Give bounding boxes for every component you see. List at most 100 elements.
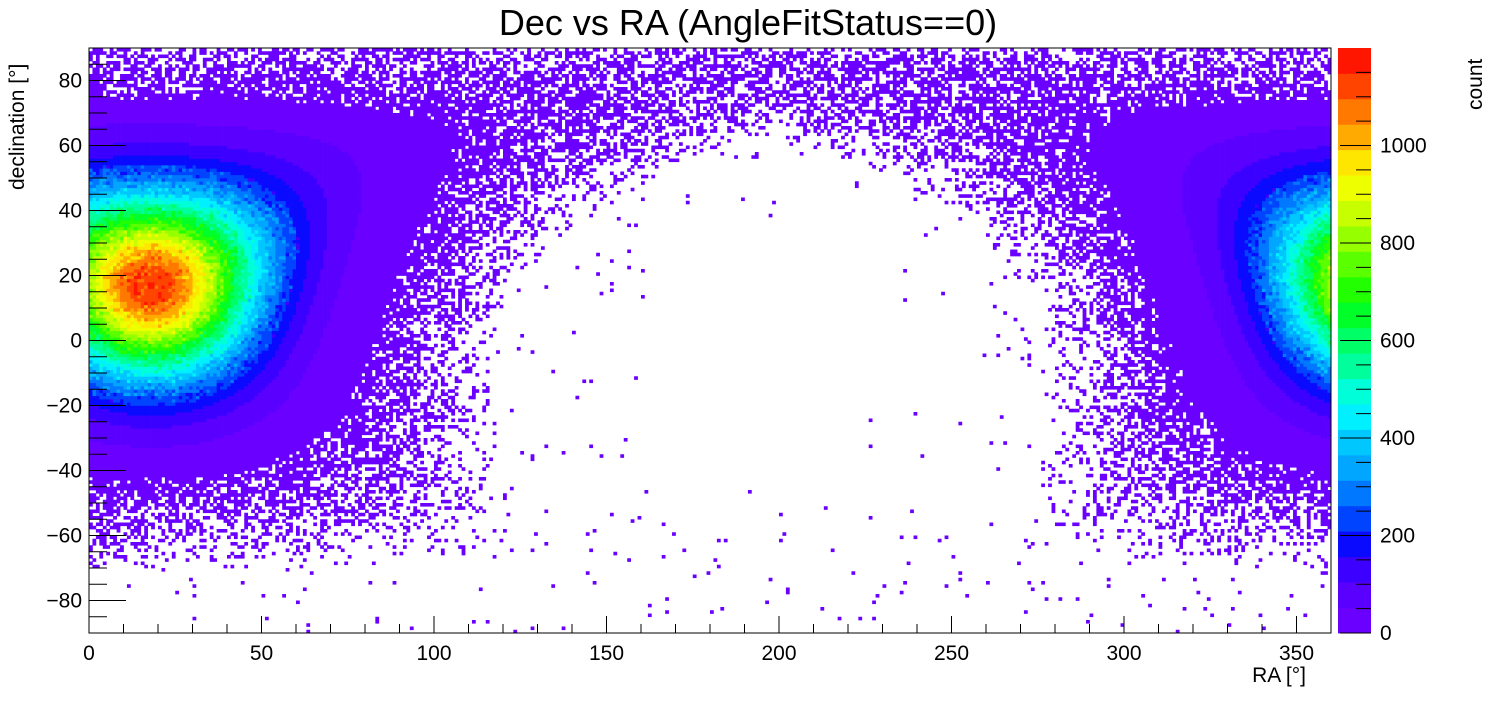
heatmap-cell <box>1303 477 1307 481</box>
heatmap-cell <box>1224 510 1228 514</box>
heatmap-cell <box>272 497 276 501</box>
heatmap-cell <box>1234 441 1238 445</box>
heatmap-cell <box>1093 497 1097 501</box>
heatmap-cell <box>234 506 238 510</box>
heatmap-cell <box>1221 513 1225 517</box>
heatmap-cell <box>1238 415 1242 419</box>
heatmap-cell <box>265 471 269 475</box>
heatmap-cell <box>1228 451 1232 455</box>
heatmap-cell <box>872 617 876 621</box>
heatmap-cell <box>1224 503 1228 507</box>
heatmap-cell <box>431 415 435 419</box>
heatmap-cell <box>389 435 393 439</box>
heatmap-cell <box>124 422 128 426</box>
heatmap-cell <box>189 448 193 452</box>
heatmap-cell <box>227 513 231 517</box>
heatmap-cell <box>182 422 186 426</box>
heatmap-cell <box>1324 490 1328 494</box>
heatmap-cell <box>1162 458 1166 462</box>
heatmap-cell <box>289 516 293 520</box>
heatmap-cell <box>1234 451 1238 455</box>
heatmap-cell <box>189 526 193 530</box>
heatmap-cell <box>1145 428 1149 432</box>
heatmap-cell <box>1138 445 1142 449</box>
heatmap-cell <box>1221 419 1225 423</box>
heatmap-cell <box>1262 454 1266 458</box>
heatmap-cell <box>1317 490 1321 494</box>
heatmap-cell <box>1259 516 1263 520</box>
heatmap-cell <box>255 506 259 510</box>
heatmap-cell <box>196 441 200 445</box>
heatmap-cell <box>313 448 317 452</box>
heatmap-cell <box>1310 467 1314 471</box>
heatmap-cell <box>137 409 141 413</box>
heatmap-cell <box>365 477 369 481</box>
heatmap-cell <box>386 477 390 481</box>
heatmap-cell <box>1297 516 1301 520</box>
heatmap-cell <box>386 542 390 546</box>
heatmap-cell <box>175 415 179 419</box>
heatmap-cell <box>1238 425 1242 429</box>
heatmap-cell <box>186 445 190 449</box>
heatmap-cell <box>120 545 124 549</box>
heatmap-cell <box>179 432 183 436</box>
heatmap-cell <box>286 523 290 527</box>
heatmap-cell <box>358 448 362 452</box>
heatmap-cell <box>255 555 259 559</box>
heatmap-cell <box>1114 454 1118 458</box>
heatmap-cell <box>1269 438 1273 442</box>
heatmap-cell <box>317 445 321 449</box>
heatmap-cell <box>534 532 538 536</box>
heatmap-cell <box>544 445 548 449</box>
heatmap-cell <box>120 441 124 445</box>
heatmap-cell <box>99 438 103 442</box>
heatmap-cell <box>241 445 245 449</box>
heatmap-cell <box>1196 471 1200 475</box>
heatmap-cell <box>1238 438 1242 442</box>
heatmap-cell <box>368 545 372 549</box>
heatmap-cell <box>1314 454 1318 458</box>
heatmap-cell <box>1155 415 1159 419</box>
heatmap-cell <box>117 458 121 462</box>
heatmap-cell <box>172 432 176 436</box>
heatmap-cell <box>230 448 234 452</box>
heatmap-cell <box>1283 467 1287 471</box>
heatmap-cell <box>341 493 345 497</box>
heatmap-cell <box>393 503 397 507</box>
heatmap-cell <box>1279 445 1283 449</box>
heatmap-cell <box>144 422 148 426</box>
heatmap-cell <box>362 428 366 432</box>
heatmap-cell <box>1183 516 1187 520</box>
heatmap-cell <box>1196 591 1200 595</box>
heatmap-cell <box>179 497 183 501</box>
heatmap-cell <box>251 545 255 549</box>
heatmap-cell <box>465 435 469 439</box>
heatmap-cell <box>1276 451 1280 455</box>
heatmap-cell <box>1321 516 1325 520</box>
heatmap-cell <box>372 438 376 442</box>
heatmap-cell <box>1027 581 1031 585</box>
heatmap-cell <box>1186 425 1190 429</box>
heatmap-cell <box>1138 480 1142 484</box>
heatmap-cell <box>117 409 121 413</box>
heatmap-cell <box>1286 497 1290 501</box>
heatmap-cell <box>182 536 186 540</box>
heatmap-cell <box>1321 484 1325 488</box>
heatmap-cell <box>375 441 379 445</box>
heatmap-cell <box>303 438 307 442</box>
heatmap-cell <box>1238 500 1242 504</box>
heatmap-cell <box>282 480 286 484</box>
heatmap-cell <box>382 451 386 455</box>
heatmap-cell <box>117 471 121 475</box>
heatmap-cell <box>1214 422 1218 426</box>
heatmap-cell <box>334 500 338 504</box>
heatmap-cell <box>1290 412 1294 416</box>
heatmap-cell <box>96 441 100 445</box>
heatmap-cell <box>244 415 248 419</box>
heatmap-cell <box>110 471 114 475</box>
heatmap-cell <box>1234 464 1238 468</box>
heatmap-cell <box>206 467 210 471</box>
heatmap-cell <box>375 435 379 439</box>
heatmap-cell <box>144 555 148 559</box>
heatmap-cell <box>241 471 245 475</box>
